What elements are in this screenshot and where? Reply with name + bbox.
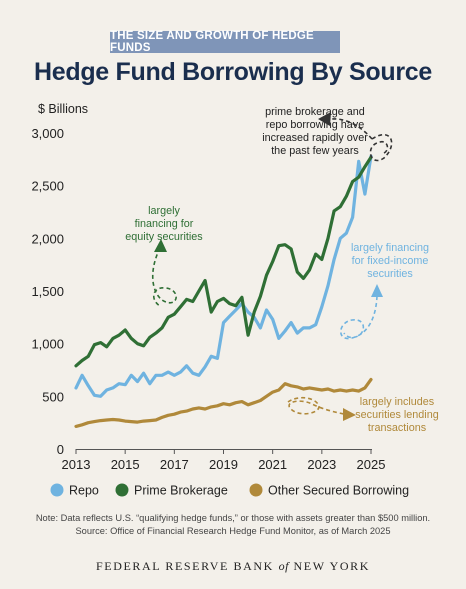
x-tick-label: 2015 xyxy=(111,457,140,472)
y-tick-label: 1,500 xyxy=(31,284,64,299)
annotation-arrowhead-blue xyxy=(371,284,383,297)
x-tick-label: 2019 xyxy=(209,457,238,472)
footer-of: of xyxy=(278,559,289,573)
note: Note: Data reflects U.S. “qualifying hed… xyxy=(0,512,466,538)
y-tick-label: 2,000 xyxy=(31,231,64,246)
y-tick-label: 3,000 xyxy=(31,126,64,141)
annotation-text: for fixed-income xyxy=(352,255,429,267)
y-axis-label: $ Billions xyxy=(38,102,88,116)
annotation-arrowhead-dark xyxy=(318,112,331,126)
x-tick-label: 2013 xyxy=(62,457,91,472)
chart-title: Hedge Fund Borrowing By Source xyxy=(34,58,432,86)
x-tick-label: 2021 xyxy=(258,457,287,472)
annotation-text: securities lending xyxy=(355,409,438,421)
x-tick-label: 2025 xyxy=(357,457,386,472)
series-line-repo xyxy=(74,154,373,398)
legend-label: Repo xyxy=(69,484,99,498)
x-tick-label: 2023 xyxy=(307,457,336,472)
annotation-text: increased rapidly over xyxy=(262,132,368,144)
footer-city: NEW YORK xyxy=(293,559,370,573)
annotation-text: the past few years xyxy=(271,145,359,157)
annotation-text: securities xyxy=(367,268,413,280)
banner: THE SIZE AND GROWTH OF HEDGE FUNDS xyxy=(110,30,340,54)
note-line-1: Note: Data reflects U.S. “qualifying hed… xyxy=(35,513,431,523)
annotation-text: largely xyxy=(148,205,180,217)
annotation-arrow-dark-tail xyxy=(331,118,373,140)
annotation-text: largely financing xyxy=(351,242,429,254)
annotation-text: equity securities xyxy=(125,231,203,243)
annotation-text: transactions xyxy=(368,422,427,434)
y-tick-label: 500 xyxy=(42,389,64,404)
series-line-other-secured-borrowing xyxy=(74,377,373,428)
x-tick-label: 2017 xyxy=(160,457,189,472)
y-tick-label: 2,500 xyxy=(31,179,64,194)
annotation-arrowhead-green xyxy=(154,239,167,252)
annotation-arrow-gold xyxy=(287,396,345,415)
annotation-arrowhead-gold xyxy=(343,408,356,421)
annotation-text: financing for xyxy=(135,218,194,230)
annotation-arrow-dark xyxy=(369,133,393,162)
note-line-2: Source: Office of Financial Research Hed… xyxy=(75,526,391,536)
chart: $ Billions 0 500 1,000 1,500 2,000 2,500 3,000 2… xyxy=(31,102,438,498)
legend-label: Other Secured Borrowing xyxy=(268,484,409,498)
footer-bank: FEDERAL RESERVE BANK xyxy=(96,559,274,573)
legend-label: Prime Brokerage xyxy=(134,484,228,498)
y-tick-label: 0 xyxy=(57,442,64,457)
annotation-arrow-green xyxy=(151,247,177,307)
y-tick-label: 1,000 xyxy=(31,337,64,352)
annotation-text: prime brokerage and xyxy=(265,106,365,118)
legend-swatch xyxy=(115,483,129,497)
legend-swatch xyxy=(249,483,263,497)
annotation-arrow-blue xyxy=(339,295,378,340)
series-line-prime-brokerage xyxy=(74,155,373,368)
legend-swatch xyxy=(50,483,64,497)
annotation-text: largely includes xyxy=(360,396,435,408)
footer: FEDERAL RESERVE BANK of NEW YORK xyxy=(0,559,466,574)
annotation-text: repo borrowing have xyxy=(266,119,364,131)
